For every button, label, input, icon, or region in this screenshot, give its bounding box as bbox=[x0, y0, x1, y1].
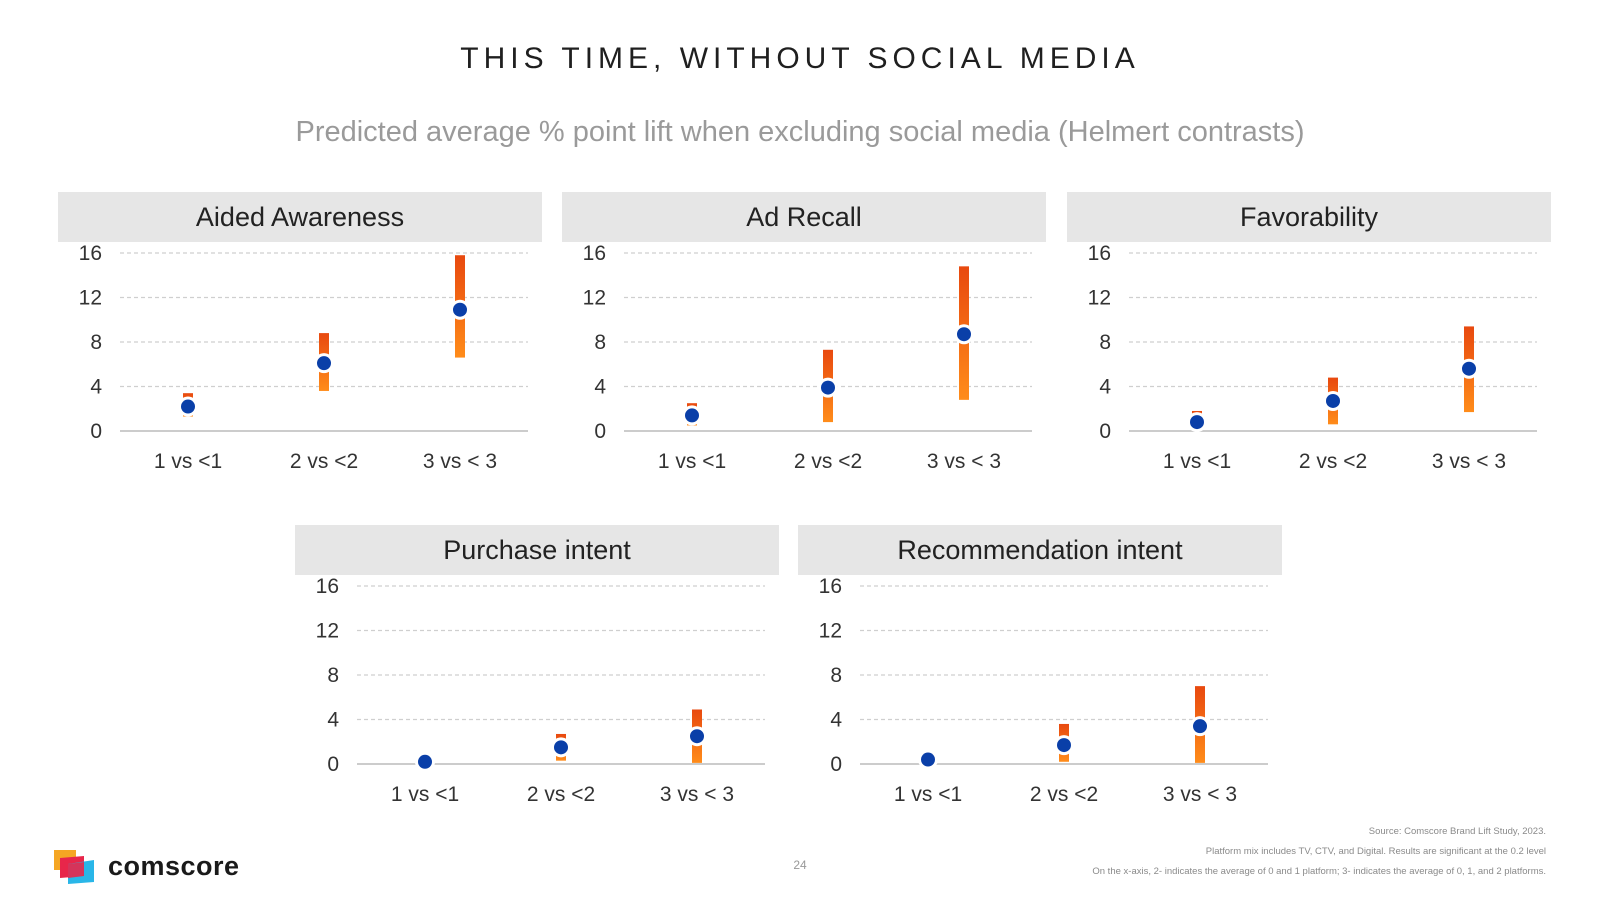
data-point bbox=[418, 754, 432, 769]
y-tick-label: 0 bbox=[830, 753, 842, 776]
y-tick-label: 16 bbox=[583, 242, 606, 265]
x-tick-label: 1 vs <1 bbox=[658, 450, 726, 473]
chart-svg: 0 4 8 12 16 1 vs <1 2 vs <2 3 vs < 3 bbox=[819, 575, 1268, 806]
y-tick-label: 16 bbox=[819, 575, 842, 598]
chart-panel-recommendation-intent: Recommendation intent 0 4 8 12 16 1 vs <1 2 vs… bbox=[798, 525, 1282, 825]
x-tick-label: 1 vs <1 bbox=[1163, 450, 1231, 473]
x-tick-label: 1 vs <1 bbox=[894, 783, 962, 806]
y-tick-label: 0 bbox=[90, 420, 102, 443]
x-tick-label: 2 vs <2 bbox=[794, 450, 862, 473]
y-tick-label: 4 bbox=[594, 376, 606, 399]
y-tick-label: 16 bbox=[316, 575, 339, 598]
footer-source: Source: Comscore Brand Lift Study, 2023. bbox=[1368, 826, 1546, 837]
page-number: 24 bbox=[793, 858, 807, 872]
data-point bbox=[317, 356, 331, 371]
x-tick-label: 3 vs < 3 bbox=[660, 783, 734, 806]
y-tick-label: 8 bbox=[1099, 331, 1111, 354]
x-tick-label: 3 vs < 3 bbox=[1432, 450, 1506, 473]
data-point bbox=[685, 408, 699, 423]
data-point bbox=[453, 302, 467, 317]
footer-note-1: Platform mix includes TV, CTV, and Digit… bbox=[1205, 846, 1546, 857]
comscore-logo-icon bbox=[54, 850, 94, 884]
data-point bbox=[921, 752, 935, 767]
data-point bbox=[1057, 738, 1071, 753]
chart-svg: 0 4 8 12 16 1 vs <1 2 vs <2 3 vs < 3 bbox=[1088, 242, 1537, 473]
chart-title: Purchase intent bbox=[295, 525, 779, 575]
y-tick-label: 8 bbox=[830, 664, 842, 687]
chart-svg: 0 4 8 12 16 1 vs <1 2 vs <2 3 vs < 3 bbox=[316, 575, 765, 806]
x-tick-label: 2 vs <2 bbox=[1030, 783, 1098, 806]
logo-text: comscore bbox=[108, 851, 240, 881]
data-point bbox=[821, 380, 835, 395]
chart-panel-aided-awareness: Aided Awareness 0 4 8 12 16 1 vs <1 2 vs <2 3 v… bbox=[58, 192, 542, 492]
page-title: THIS TIME, WITHOUT SOCIAL MEDIA bbox=[460, 42, 1140, 75]
chart-title: Recommendation intent bbox=[798, 525, 1282, 575]
chart-panel-ad-recall: Ad Recall 0 4 8 12 16 1 vs <1 2 vs <2 3 vs < 3 bbox=[562, 192, 1046, 492]
page-subtitle: Predicted average % point lift when excl… bbox=[295, 116, 1305, 148]
chart-title: Favorability bbox=[1067, 192, 1551, 242]
x-tick-label: 1 vs <1 bbox=[154, 450, 222, 473]
y-tick-label: 16 bbox=[79, 242, 102, 265]
y-tick-label: 12 bbox=[79, 287, 102, 310]
data-point bbox=[1193, 719, 1207, 734]
chart-svg: 0 4 8 12 16 1 vs <1 2 vs <2 3 vs < 3 bbox=[79, 242, 528, 473]
x-tick-label: 3 vs < 3 bbox=[423, 450, 497, 473]
chart-panel-purchase-intent: Purchase intent 0 4 8 12 16 1 vs <1 2 vs <2 3 v… bbox=[295, 525, 779, 825]
y-tick-label: 12 bbox=[583, 287, 606, 310]
data-point bbox=[1462, 361, 1476, 376]
y-tick-label: 12 bbox=[316, 620, 339, 643]
x-tick-label: 1 vs <1 bbox=[391, 783, 459, 806]
data-point bbox=[554, 740, 568, 755]
x-tick-label: 3 vs < 3 bbox=[927, 450, 1001, 473]
data-point bbox=[181, 399, 195, 414]
y-tick-label: 12 bbox=[819, 620, 842, 643]
y-tick-label: 4 bbox=[1099, 376, 1111, 399]
y-tick-label: 4 bbox=[90, 376, 102, 399]
x-tick-label: 2 vs <2 bbox=[290, 450, 358, 473]
y-tick-label: 8 bbox=[90, 331, 102, 354]
y-tick-label: 4 bbox=[327, 709, 339, 732]
footer-note-2: On the x-axis, 2- indicates the average … bbox=[1092, 866, 1546, 877]
y-tick-label: 0 bbox=[594, 420, 606, 443]
x-tick-label: 2 vs <2 bbox=[527, 783, 595, 806]
chart-svg: 0 4 8 12 16 1 vs <1 2 vs <2 3 vs < 3 bbox=[583, 242, 1032, 473]
y-tick-label: 0 bbox=[327, 753, 339, 776]
data-point bbox=[957, 327, 971, 342]
chart-title: Ad Recall bbox=[562, 192, 1046, 242]
comscore-logo: comscore bbox=[54, 848, 264, 888]
y-tick-label: 16 bbox=[1088, 242, 1111, 265]
y-tick-label: 4 bbox=[830, 709, 842, 732]
data-point bbox=[1190, 415, 1204, 430]
y-tick-label: 8 bbox=[327, 664, 339, 687]
data-point bbox=[690, 729, 704, 744]
data-point bbox=[1326, 393, 1340, 408]
y-tick-label: 8 bbox=[594, 331, 606, 354]
y-tick-label: 12 bbox=[1088, 287, 1111, 310]
x-tick-label: 2 vs <2 bbox=[1299, 450, 1367, 473]
chart-panel-favorability: Favorability 0 4 8 12 16 1 vs <1 2 vs <2 3 vs <… bbox=[1067, 192, 1551, 492]
x-tick-label: 3 vs < 3 bbox=[1163, 783, 1237, 806]
y-tick-label: 0 bbox=[1099, 420, 1111, 443]
chart-title: Aided Awareness bbox=[58, 192, 542, 242]
